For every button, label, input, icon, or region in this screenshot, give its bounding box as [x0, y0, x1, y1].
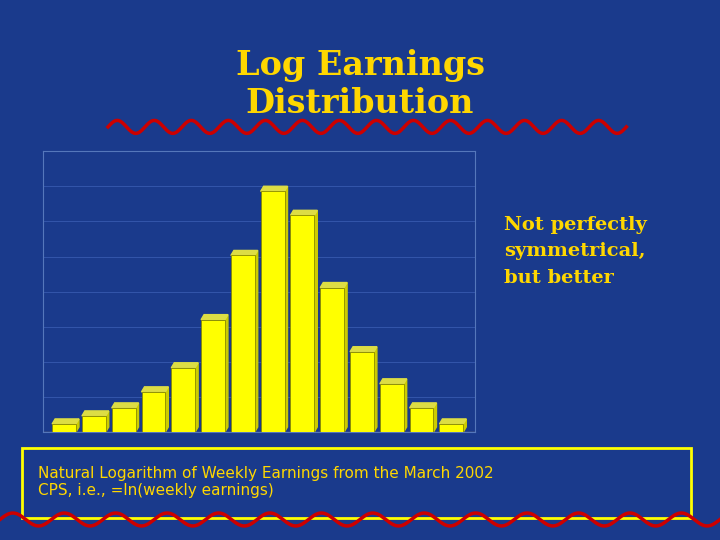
Polygon shape — [112, 403, 138, 408]
Bar — [380, 384, 404, 432]
Polygon shape — [171, 363, 198, 368]
Bar — [231, 255, 255, 432]
Bar — [290, 215, 315, 432]
Bar — [142, 392, 166, 432]
Polygon shape — [52, 419, 79, 424]
Polygon shape — [142, 387, 168, 392]
Bar — [201, 320, 225, 432]
Bar — [350, 352, 374, 432]
Polygon shape — [463, 419, 467, 432]
Polygon shape — [195, 363, 198, 432]
Text: Not perfectly
symmetrical,
but better: Not perfectly symmetrical, but better — [504, 216, 647, 287]
Polygon shape — [255, 251, 258, 432]
Bar — [82, 416, 106, 432]
Bar — [112, 408, 135, 432]
Polygon shape — [374, 347, 377, 432]
Polygon shape — [76, 419, 79, 432]
Polygon shape — [166, 387, 168, 432]
Polygon shape — [410, 403, 436, 408]
Bar — [52, 424, 76, 432]
Polygon shape — [404, 379, 407, 432]
Polygon shape — [231, 251, 258, 255]
Polygon shape — [350, 347, 377, 352]
Polygon shape — [225, 315, 228, 432]
Polygon shape — [135, 403, 138, 432]
Polygon shape — [201, 315, 228, 320]
Polygon shape — [284, 186, 287, 432]
Polygon shape — [290, 210, 318, 215]
Bar — [261, 191, 284, 432]
Polygon shape — [82, 411, 109, 416]
Polygon shape — [433, 403, 436, 432]
Bar — [320, 288, 344, 432]
Polygon shape — [315, 210, 318, 432]
Polygon shape — [106, 411, 109, 432]
Polygon shape — [439, 419, 467, 424]
Polygon shape — [344, 282, 347, 432]
Text: Natural Logarithm of Weekly Earnings from the March 2002
CPS, i.e., =ln(weekly e: Natural Logarithm of Weekly Earnings fro… — [38, 465, 494, 498]
Text: Log Earnings
Distribution: Log Earnings Distribution — [235, 49, 485, 120]
Polygon shape — [380, 379, 407, 384]
Polygon shape — [320, 282, 347, 288]
Bar — [410, 408, 433, 432]
Bar — [439, 424, 463, 432]
Bar — [171, 368, 195, 432]
Polygon shape — [261, 186, 287, 191]
